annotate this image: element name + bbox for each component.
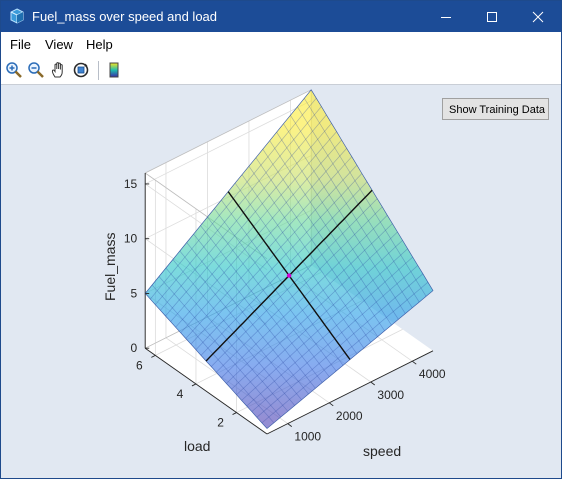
maximize-button[interactable] (469, 1, 515, 32)
x-tick-label: 1000 (294, 430, 321, 444)
y-tick-label: 6 (136, 358, 143, 372)
x-tick (328, 402, 334, 407)
slice-curves (205, 189, 373, 362)
x-tick (287, 423, 293, 427)
menu-view[interactable]: View (45, 37, 73, 52)
zoom-in-icon (6, 62, 22, 78)
z-axis-label: Fuel_mass (102, 233, 118, 301)
fuel-mass-surface[interactable] (144, 89, 434, 429)
axis-ticks: 1000 2000 3000 4000 2 4 6 0 5 10 15 (124, 177, 446, 444)
toolbar-separator (98, 61, 99, 80)
close-button[interactable] (515, 1, 561, 32)
window-title: Fuel_mass over speed and load (32, 9, 218, 24)
z-tick-label: 15 (124, 177, 138, 191)
x-tick-label: 2000 (336, 409, 363, 423)
y-tick-label: 4 (177, 387, 184, 401)
x-axis-line (266, 350, 434, 435)
zoom-in-button[interactable] (4, 60, 24, 80)
zoom-out-button[interactable] (26, 60, 46, 80)
rotate-3d-icon (73, 62, 89, 78)
zoom-out-icon (28, 62, 44, 78)
menu-bar: File View Help (1, 32, 561, 57)
x-tick (370, 381, 376, 386)
x-tick (411, 360, 417, 365)
y-tick (232, 412, 237, 415)
close-icon (532, 11, 544, 23)
show-training-data-button[interactable]: Show Training Data (442, 98, 549, 120)
maximize-icon (487, 12, 497, 22)
box-edge (145, 89, 312, 174)
marked-point (286, 273, 292, 278)
menu-file[interactable]: File (10, 37, 31, 52)
menu-help[interactable]: Help (86, 37, 113, 52)
x-tick-label: 3000 (377, 388, 404, 402)
minimize-icon (441, 17, 451, 18)
y-tick-label: 2 (217, 416, 224, 430)
pan-hand-icon (51, 62, 63, 78)
z-tick-label: 5 (131, 286, 138, 300)
colorbar-button[interactable] (104, 60, 124, 80)
surface-fill (144, 89, 434, 429)
title-bar[interactable]: Fuel_mass over speed and load (1, 1, 561, 32)
z-tick-label: 10 (124, 232, 138, 246)
y-axis-label: load (184, 438, 210, 454)
x-axis-label: speed (363, 443, 401, 459)
y-tick (191, 383, 197, 387)
rotate-button[interactable] (71, 60, 91, 80)
y-tick (151, 354, 156, 358)
x-tick-label: 4000 (419, 367, 446, 381)
pan-button[interactable] (49, 60, 69, 80)
minimize-button[interactable] (423, 1, 469, 32)
matlab-figure-icon (10, 8, 24, 24)
grid-line (145, 100, 312, 185)
colorbar-icon (109, 62, 119, 78)
toolbar (1, 57, 561, 85)
z-tick-label: 0 (131, 341, 138, 355)
y-axis-line (144, 347, 268, 435)
